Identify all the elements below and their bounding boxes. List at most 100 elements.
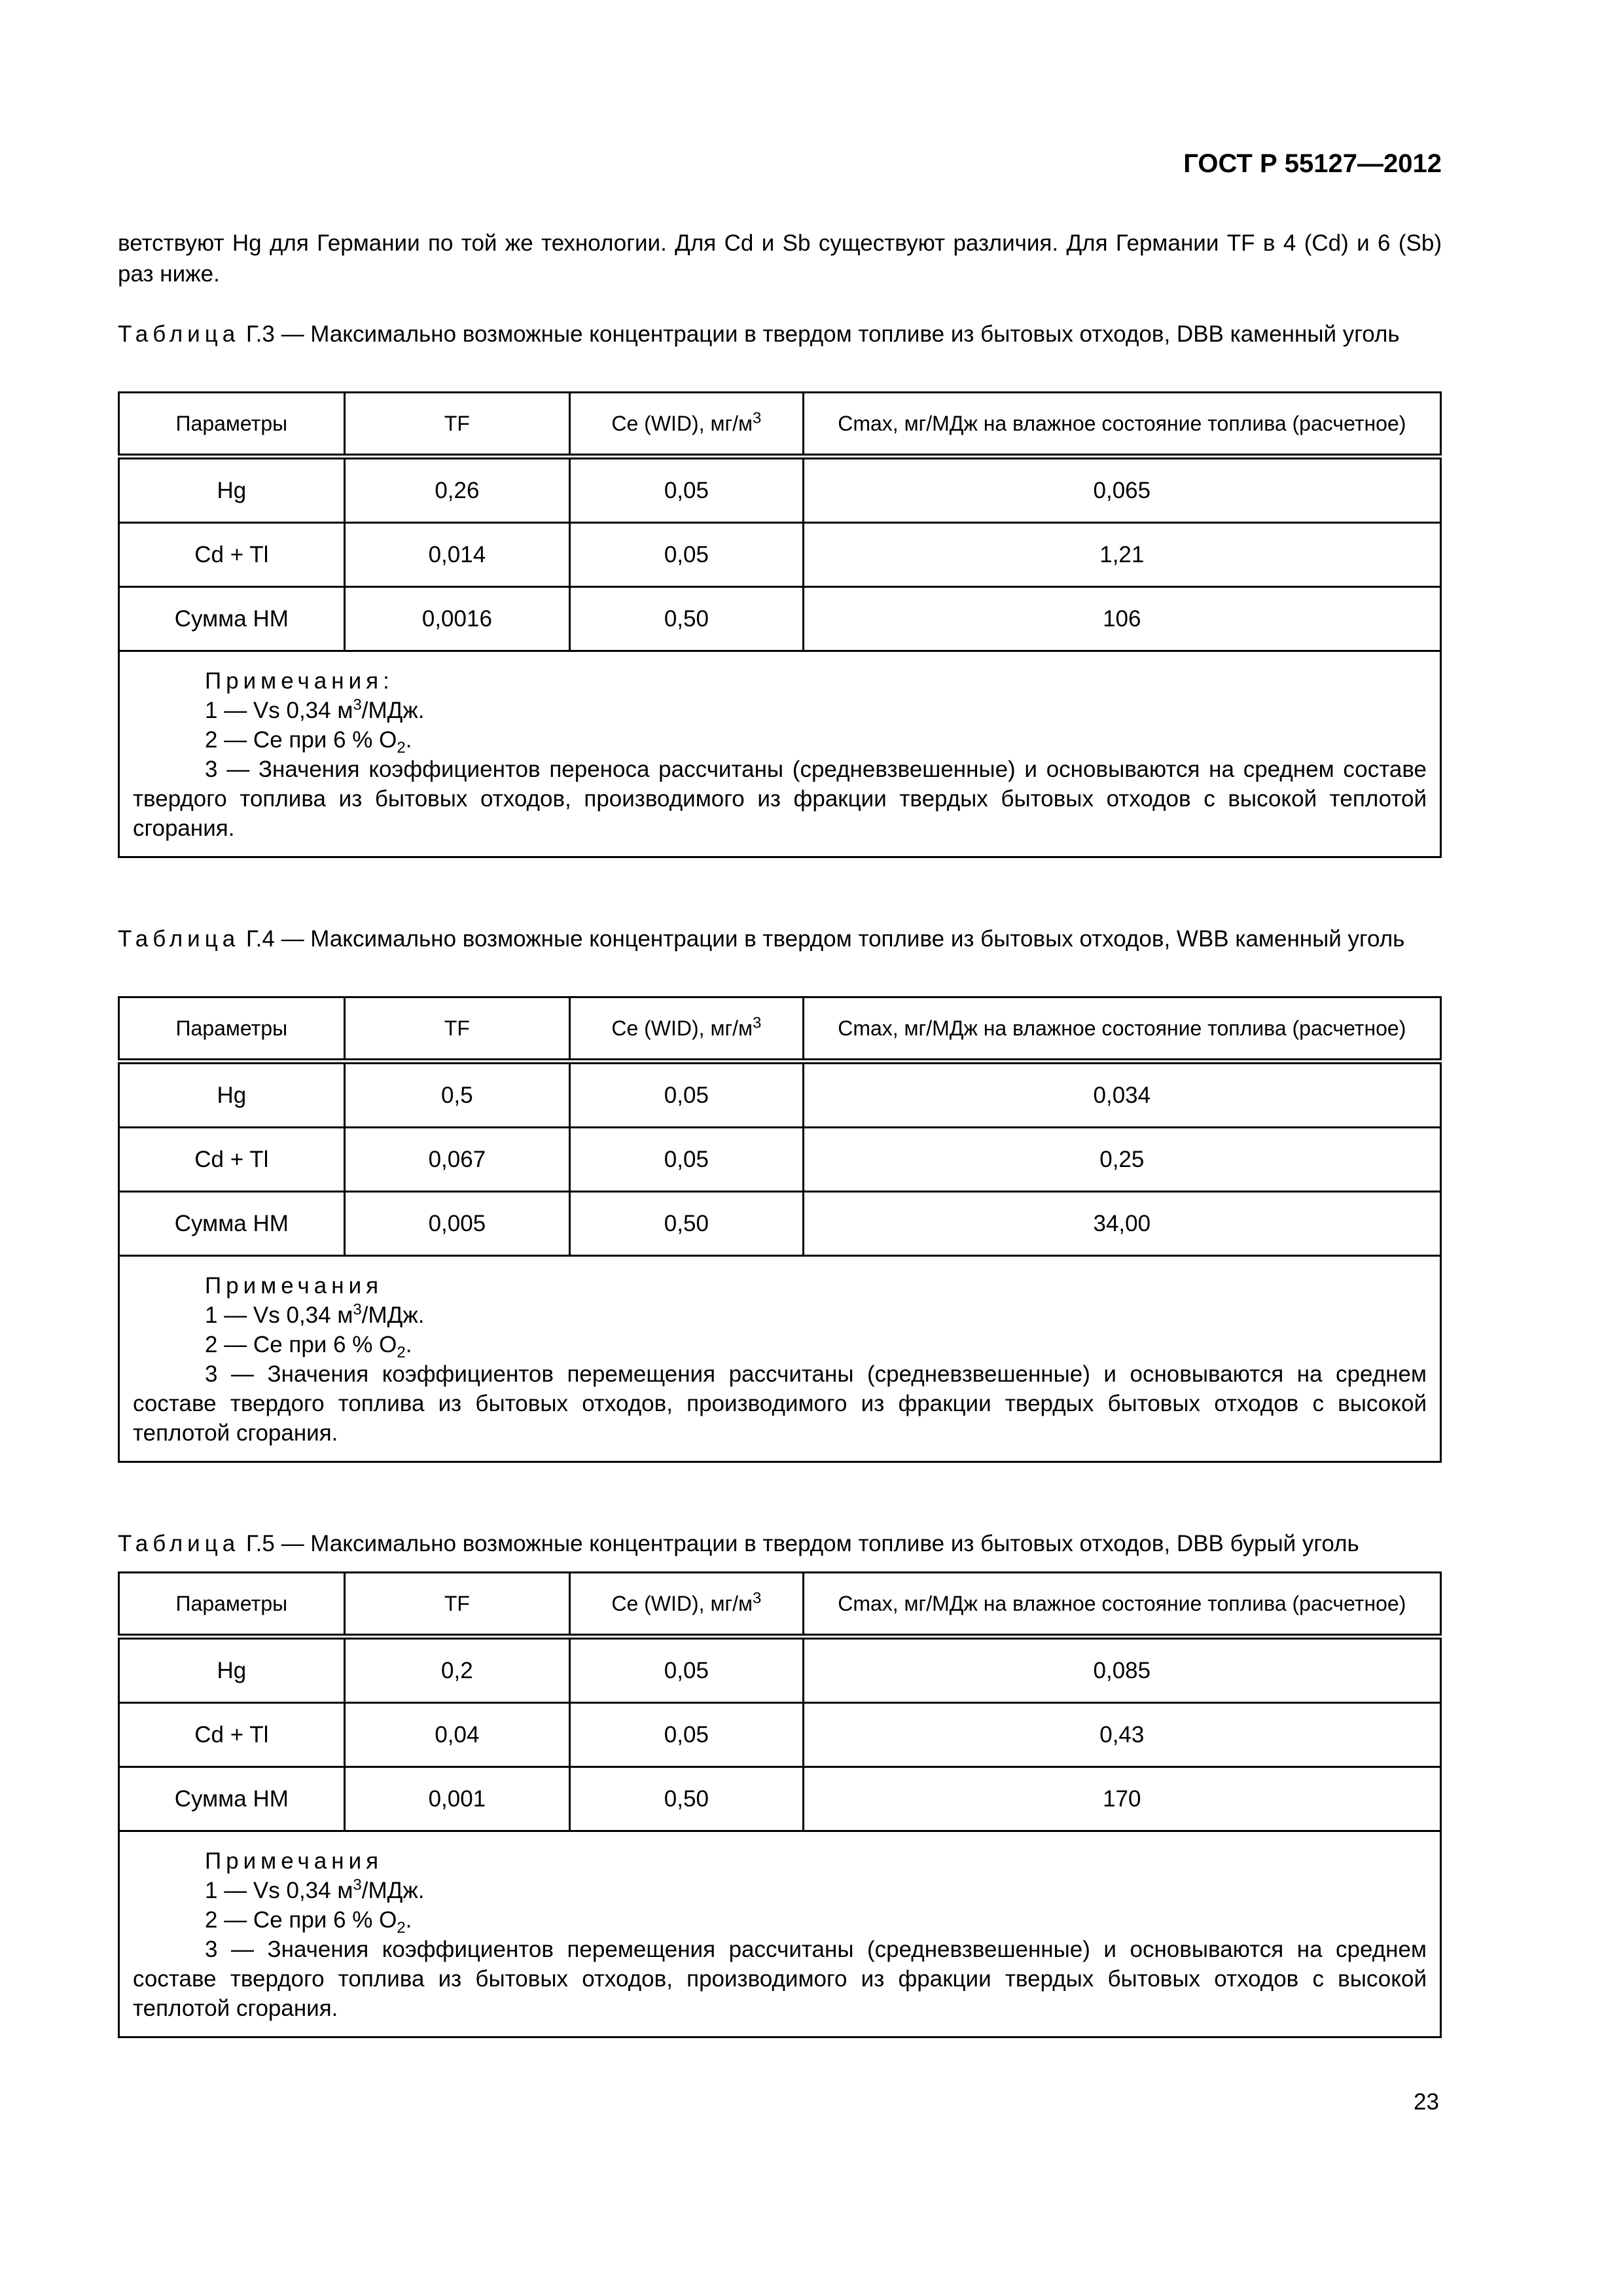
table-cell: Hg [118,456,346,524]
table-cell: 0,50 [569,1766,804,1832]
column-header-text: Cmax, мг/МДж на влажное состояние топлив… [838,411,1406,435]
column-header: TF [343,996,571,1062]
table-title: — Максимально возможные концентрации в т… [274,1531,1359,1556]
table-cell: 0,05 [569,1702,804,1768]
table-row: Cd + Tl 0,014 0,05 1,21 [118,522,1442,588]
table-cell: Сумма HM [118,1191,346,1257]
table-cell: 0,0016 [343,586,571,652]
table-cell: 170 [802,1766,1442,1832]
column-header: Параметры [118,391,346,457]
column-header-text: TF [444,411,470,435]
column-header-text: Ce (WID), мг/м [611,1016,753,1040]
table-notes: Примечания 1 — Vs 0,34 м3/МДж. 2 — Ce пр… [118,1830,1442,2038]
note-1: 1 — Vs 0,34 м3/МДж. [205,1300,425,1328]
table-cell: 0,001 [343,1766,571,1832]
table-row: Сумма HM 0,0016 0,50 106 [118,586,1442,652]
table-cell: 0,034 [802,1060,1442,1128]
table-cell: 0,014 [343,522,571,588]
table-cell: 0,25 [802,1126,1442,1193]
table-caption: Таблица Г.4 — Максимально возможные конц… [118,924,1442,954]
column-header: Cmax, мг/МДж на влажное состояние топлив… [802,996,1442,1062]
table-cell: Cd + Tl [118,522,346,588]
notes-title: Примечания [205,1273,383,1299]
table-cell: 0,05 [569,522,804,588]
column-header-text: Cmax, мг/МДж на влажное состояние топлив… [838,1591,1406,1615]
table-cell: 0,50 [569,586,804,652]
column-header-text: Параметры [175,1591,288,1615]
table-cell: 0,05 [569,1636,804,1704]
table-cell: 0,05 [569,1060,804,1128]
table-label: Таблица [118,321,240,347]
note-3: 3 — Значения коэффициентов переноса расс… [133,757,1427,841]
table-label: Таблица [118,926,240,952]
table-row: Сумма HM 0,001 0,50 170 [118,1766,1442,1832]
table-number: Г.3 [245,321,275,347]
table-title: — Максимально возможные концентрации в т… [274,926,1405,952]
column-header: Cmax, мг/МДж на влажное состояние топлив… [802,1571,1442,1638]
table-row: Hg 0,2 0,05 0,085 [118,1636,1442,1704]
table-row: Hg 0,26 0,05 0,065 [118,456,1442,524]
notes-title: Примечания: [205,668,394,694]
table-cell: 0,43 [802,1702,1442,1768]
table-cell: 34,00 [802,1191,1442,1257]
table-cell: 0,2 [343,1636,571,1704]
notes-row: Примечания: 1 — Vs 0,34 м3/МДж. 2 — Ce п… [118,650,1442,858]
table-cell: 0,005 [343,1191,571,1257]
column-header-text: TF [444,1591,470,1615]
data-table: Параметры TF Ce (WID), мг/м3 Cmax, мг/МДж н… [118,996,1442,1463]
column-header-text: Параметры [175,411,288,435]
column-header: Ce (WID), мг/м3 [569,1571,804,1638]
header-row: Параметры TF Ce (WID), мг/м3 Cmax, мг/МДж н… [118,1571,1442,1638]
notes-row: Примечания 1 — Vs 0,34 м3/МДж. 2 — Ce пр… [118,1830,1442,2038]
note-2: 2 — Ce при 6 % O2. [205,1332,412,1361]
table-cell: 0,5 [343,1060,571,1128]
table-caption: Таблица Г.5 — Максимально возможные конц… [118,1529,1442,1558]
column-header-text: TF [444,1016,470,1040]
notes-title: Примечания [205,1848,383,1874]
table-cell: 0,065 [802,456,1442,524]
table-cell: Hg [118,1060,346,1128]
table-cell: 106 [802,586,1442,652]
table-number: Г.5 [245,1531,275,1556]
table-cell: Cd + Tl [118,1126,346,1193]
table-cell: Cd + Tl [118,1702,346,1768]
table-cell: 0,067 [343,1126,571,1193]
page-number: 23 [1414,2089,1439,2115]
column-header: Ce (WID), мг/м3 [569,391,804,457]
table-notes: Примечания: 1 — Vs 0,34 м3/МДж. 2 — Ce п… [118,650,1442,858]
column-header: Ce (WID), мг/м3 [569,996,804,1062]
table-cell: Сумма HM [118,586,346,652]
table-label: Таблица [118,1531,240,1556]
superscript: 3 [753,1013,762,1031]
column-header-text: Ce (WID), мг/м [611,411,753,435]
column-header: TF [343,1571,571,1638]
note-2: 2 — Ce при 6 % O2. [205,727,412,757]
header-row: Параметры TF Ce (WID), мг/м3 Cmax, мг/МДж н… [118,996,1442,1062]
table-cell: Сумма HM [118,1766,346,1832]
note-1: 1 — Vs 0,34 м3/МДж. [205,1876,425,1903]
table-row: Cd + Tl 0,067 0,05 0,25 [118,1126,1442,1193]
table-cell: 0,50 [569,1191,804,1257]
superscript: 3 [753,1588,762,1607]
table-notes: Примечания 1 — Vs 0,34 м3/МДж. 2 — Ce пр… [118,1255,1442,1463]
header-row: Параметры TF Ce (WID), мг/м3 Cmax, мг/МДж н… [118,391,1442,457]
data-table: Параметры TF Ce (WID), мг/м3 Cmax, мг/МДж н… [118,1571,1442,2038]
note-1: 1 — Vs 0,34 м3/МДж. [205,696,425,723]
note-3: 3 — Значения коэффициентов перемещения р… [133,1361,1427,1446]
table-row: Cd + Tl 0,04 0,05 0,43 [118,1702,1442,1768]
document-code: ГОСТ Р 55127—2012 [1183,149,1442,178]
column-header-text: Параметры [175,1016,288,1040]
note-2: 2 — Ce при 6 % O2. [205,1907,412,1937]
table-cell: Hg [118,1636,346,1704]
superscript: 3 [753,408,762,427]
column-header: Cmax, мг/МДж на влажное состояние топлив… [802,391,1442,457]
table-cell: 0,05 [569,456,804,524]
data-table: Параметры TF Ce (WID), мг/м3 Cmax, мг/МДж н… [118,391,1442,858]
note-3: 3 — Значения коэффициентов перемещения р… [133,1937,1427,2021]
table-cell: 0,04 [343,1702,571,1768]
table-title: — Максимально возможные концентрации в т… [274,321,1400,347]
column-header-text: Cmax, мг/МДж на влажное состояние топлив… [838,1016,1406,1040]
column-header: Параметры [118,1571,346,1638]
column-header-text: Ce (WID), мг/м [611,1591,753,1615]
table-cell: 0,085 [802,1636,1442,1704]
